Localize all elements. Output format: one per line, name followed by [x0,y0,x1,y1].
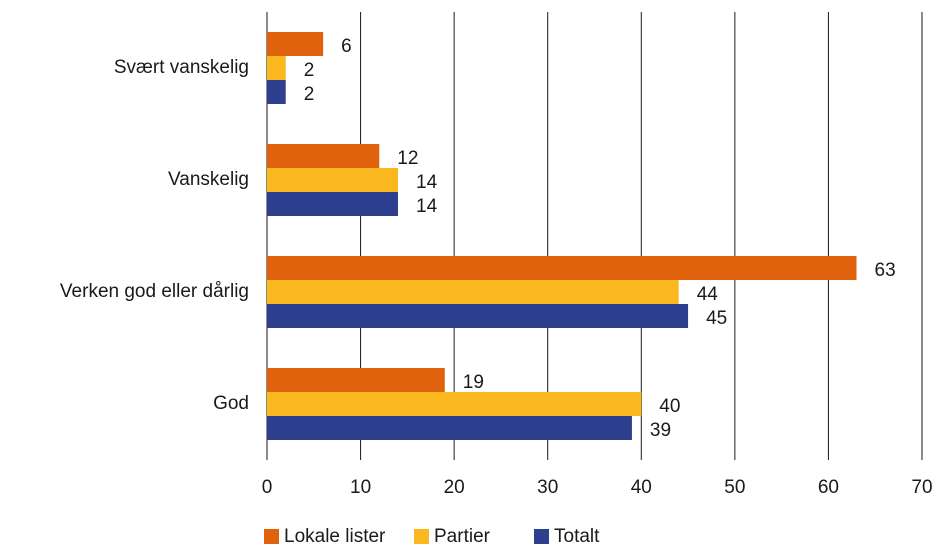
bar [267,80,286,104]
legend-label: Totalt [554,526,600,547]
legend-swatch [534,529,549,544]
bar [267,168,398,192]
bar [267,280,679,304]
x-tick-label: 70 [911,477,932,498]
data-label: 14 [416,196,438,217]
x-tick-label: 10 [350,477,371,498]
data-label: 44 [697,284,719,305]
y-tick-label: Svært vanskelig [114,57,249,78]
bar [267,56,286,80]
y-tick-label: Vanskelig [168,169,249,190]
bar [267,32,324,56]
bar [267,368,445,392]
x-tick-label: 0 [262,477,273,498]
y-tick-label: Verken god eller dårlig [60,281,249,302]
bar [267,256,857,280]
data-label: 39 [650,420,671,441]
data-label: 14 [416,172,438,193]
legend-swatch [414,529,429,544]
x-tick-label: 20 [444,477,465,498]
x-tick-label: 60 [818,477,839,498]
data-label: 40 [659,396,680,417]
data-label: 12 [397,148,418,169]
bar [267,392,642,416]
data-label: 2 [304,84,315,105]
legend-label: Partier [434,526,491,547]
data-label: 63 [875,260,896,281]
data-label: 45 [706,308,727,329]
bar [267,416,632,440]
x-tick-label: 50 [724,477,745,498]
bar [267,304,689,328]
legend-label: Lokale lister [284,526,386,547]
y-tick-label: God [213,393,249,414]
bar [267,144,380,168]
data-label: 6 [341,36,352,57]
x-tick-label: 40 [631,477,652,498]
bar [267,192,398,216]
legend-swatch [264,529,279,544]
x-tick-label: 30 [537,477,558,498]
data-label: 19 [463,372,484,393]
data-label: 2 [304,60,315,81]
